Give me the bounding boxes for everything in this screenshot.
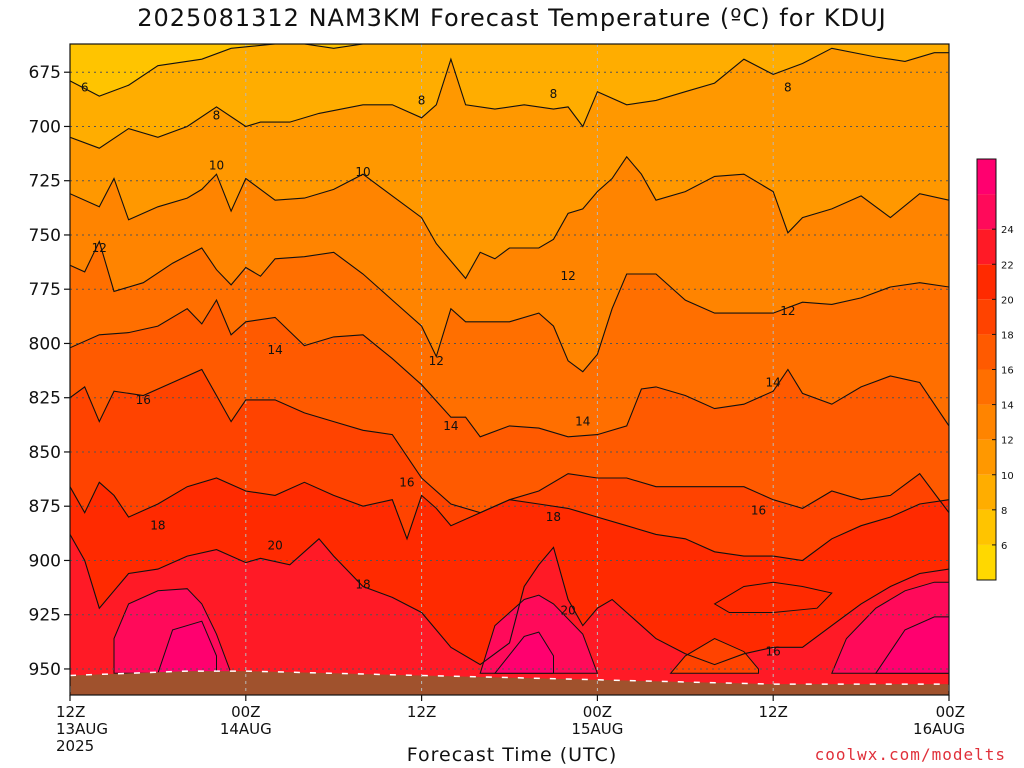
x-tick-label: 00Z bbox=[936, 703, 965, 721]
contour-label: 6 bbox=[81, 80, 89, 94]
x-axis-label: Forecast Time (UTC) bbox=[406, 744, 618, 766]
contour-label: 12 bbox=[92, 241, 107, 255]
colorbar-tick-label: 16 bbox=[1001, 366, 1014, 377]
x-tick-label: 00Z bbox=[231, 703, 260, 721]
colorbar-tick-label: 22 bbox=[1001, 260, 1014, 271]
contour-label: 20 bbox=[267, 538, 282, 552]
contour-label: 16 bbox=[399, 475, 414, 489]
contour-label: 16 bbox=[136, 393, 151, 407]
contour-label: 18 bbox=[150, 519, 165, 533]
y-axis: 675 700 725 750 775 800 825 850 875 900 925 950 bbox=[29, 63, 70, 680]
y-tick-label: 750 bbox=[29, 226, 61, 246]
colorbar-swatch bbox=[977, 299, 996, 335]
colorbar-tick-label: 12 bbox=[1001, 436, 1014, 447]
contour-8 bbox=[70, 47, 949, 149]
colorbar-swatch bbox=[977, 404, 996, 440]
contour-label: 14 bbox=[766, 376, 781, 390]
contour-label: 8 bbox=[550, 87, 558, 101]
y-tick-label: 850 bbox=[29, 443, 61, 463]
colorbar-swatch bbox=[977, 474, 996, 510]
contour-20 bbox=[70, 534, 949, 666]
plot-area bbox=[70, 44, 949, 695]
contour-label: 14 bbox=[575, 415, 590, 429]
colorbar-tick-label: 10 bbox=[1001, 471, 1014, 482]
y-tick-label: 900 bbox=[29, 551, 61, 571]
colorbar-tick-label: 8 bbox=[1001, 506, 1007, 517]
contour-label: 10 bbox=[209, 159, 224, 173]
contour-label: 14 bbox=[443, 419, 458, 433]
contour-label: 12 bbox=[560, 269, 575, 283]
x-tick-label: 16AUG bbox=[913, 720, 965, 738]
colorbar-swatch bbox=[977, 264, 996, 300]
colorbar-tick-label: 14 bbox=[1001, 401, 1014, 412]
pocket-16-7 bbox=[669, 638, 759, 674]
contour-label: 8 bbox=[784, 80, 792, 94]
colorbar-tick-label: 20 bbox=[1001, 295, 1014, 306]
contour-lines bbox=[70, 44, 949, 666]
contour-label: 8 bbox=[418, 93, 426, 107]
contour-14 bbox=[70, 298, 949, 438]
contour-labels: 6 8 8 8 8 10 10 12 12 12 12 14 14 14 14 16 16 16 16 18 18 18 2… bbox=[81, 80, 796, 658]
pocket-24-5 bbox=[874, 616, 949, 674]
x-tick-label: 12Z bbox=[56, 703, 85, 721]
colorbar-swatch bbox=[977, 439, 996, 475]
contour-label: 20 bbox=[560, 603, 575, 617]
contour-label: 12 bbox=[429, 354, 444, 368]
colorbar-swatch bbox=[977, 509, 996, 545]
contour-label: 16 bbox=[751, 504, 766, 518]
contour-12 bbox=[70, 239, 949, 373]
credit-link[interactable]: coolwx.com/modelts bbox=[814, 745, 1006, 764]
contour-10 bbox=[70, 155, 949, 280]
contour-label: 18 bbox=[546, 510, 561, 524]
x-tick-label: 15AUG bbox=[571, 720, 623, 738]
y-tick-label: 675 bbox=[29, 63, 61, 83]
band-20 bbox=[70, 534, 949, 695]
x-tick-label: 00Z bbox=[583, 703, 612, 721]
colorbar: 6 8 10 12 14 16 18 20 22 24 bbox=[976, 158, 1014, 581]
x-tick-label: 12Z bbox=[407, 703, 436, 721]
colorbar-tick-label: 18 bbox=[1001, 330, 1014, 341]
contour-label: 18 bbox=[355, 577, 370, 591]
x-tick-label: 2025 bbox=[56, 737, 94, 755]
y-tick-label: 875 bbox=[29, 497, 61, 517]
x-tick-label: 12Z bbox=[759, 703, 788, 721]
plot-frame bbox=[69, 43, 950, 696]
y-tick-label: 950 bbox=[29, 660, 61, 680]
colorbar-swatch bbox=[977, 159, 996, 195]
grid-lines bbox=[69, 44, 950, 695]
x-tick-label: 13AUG bbox=[56, 720, 108, 738]
chart-title: 2025081312 NAM3KM Forecast Temperature (… bbox=[137, 4, 887, 32]
contour-label: 14 bbox=[267, 343, 282, 357]
colorbar-swatch bbox=[977, 544, 996, 580]
colorbar-swatch bbox=[977, 194, 996, 230]
colorbar-swatch bbox=[977, 229, 996, 265]
y-tick-label: 775 bbox=[29, 280, 61, 300]
y-tick-label: 800 bbox=[29, 334, 61, 354]
contour-18 bbox=[70, 477, 949, 562]
contour-label: 12 bbox=[780, 304, 795, 318]
contour-label: 8 bbox=[213, 109, 221, 123]
ground-terrain bbox=[70, 670, 949, 695]
x-tick-label: 14AUG bbox=[220, 720, 272, 738]
colorbar-swatch bbox=[977, 369, 996, 405]
contour-label: 10 bbox=[355, 165, 370, 179]
colorbar-tick-label: 6 bbox=[1001, 541, 1007, 552]
y-tick-label: 925 bbox=[29, 606, 61, 626]
y-tick-label: 725 bbox=[29, 172, 61, 192]
contour-6 bbox=[70, 44, 949, 97]
pocket-24-4 bbox=[493, 631, 554, 674]
colorbar-tick-label: 24 bbox=[1001, 225, 1014, 236]
contour-label: 16 bbox=[766, 645, 781, 659]
colorbar-swatch bbox=[977, 334, 996, 370]
y-tick-label: 825 bbox=[29, 389, 61, 409]
y-tick-label: 700 bbox=[29, 117, 61, 137]
